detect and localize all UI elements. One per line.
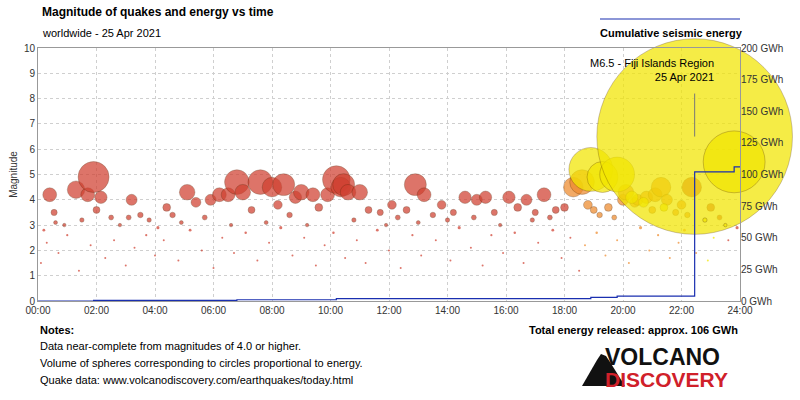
svg-text:75 GWh: 75 GWh [741,201,778,212]
svg-text:Magnitude of quakes and energy: Magnitude of quakes and energy vs time [42,5,274,19]
svg-text:2: 2 [29,245,35,256]
svg-text:Volume of spheres correspondin: Volume of spheres corresponding to circl… [40,357,363,369]
svg-text:18:00: 18:00 [552,305,577,316]
svg-text:worldwide - 25 Apr 2021: worldwide - 25 Apr 2021 [42,27,161,39]
svg-text:5: 5 [29,169,35,180]
svg-text:08:00: 08:00 [259,305,284,316]
svg-text:02:00: 02:00 [84,305,109,316]
svg-text:22:00: 22:00 [669,305,694,316]
svg-text:175 GWh: 175 GWh [741,74,783,85]
svg-text:06:00: 06:00 [201,305,226,316]
svg-text:M6.5 - Fiji Islands Region25 A: M6.5 - Fiji Islands Region25 Apr 2021 [590,57,714,83]
svg-text:VOLCANO: VOLCANO [605,344,720,370]
svg-text:25 GWh: 25 GWh [741,264,778,275]
svg-text:100 GWh: 100 GWh [741,169,783,180]
svg-text:1: 1 [29,270,35,281]
svg-text:3: 3 [29,220,35,231]
svg-text:10:00: 10:00 [318,305,343,316]
svg-text:9: 9 [29,68,35,79]
svg-text:04:00: 04:00 [142,305,167,316]
svg-text:20:00: 20:00 [610,305,635,316]
svg-text:8: 8 [29,93,35,104]
svg-text:4: 4 [29,194,35,205]
svg-text:00:00: 00:00 [25,305,50,316]
svg-text:Data near-complete from magnit: Data near-complete from magnitudes of 4.… [40,340,301,352]
svg-text:50 GWh: 50 GWh [741,232,778,243]
svg-text:14:00: 14:00 [435,305,460,316]
svg-text:Cumulative seismic energy: Cumulative seismic energy [600,27,743,39]
svg-text:7: 7 [29,118,35,129]
svg-text:0 GWh: 0 GWh [741,296,772,307]
svg-text:Notes:: Notes: [40,324,74,336]
svg-text:24:00: 24:00 [727,305,752,316]
svg-text:125 GWh: 125 GWh [741,137,783,148]
svg-text:150 GWh: 150 GWh [741,106,783,117]
svg-text:16:00: 16:00 [493,305,518,316]
svg-text:Total energy released: approx.: Total energy released: approx. 106 GWh [529,324,738,336]
svg-text:Magnitude: Magnitude [8,151,19,198]
svg-text:12:00: 12:00 [376,305,401,316]
svg-text:DISCOVERY: DISCOVERY [605,368,728,391]
svg-text:200 GWh: 200 GWh [741,43,783,54]
svg-text:Quake data: www.volcanodiscove: Quake data: www.volcanodiscovery.com/ear… [40,374,353,386]
svg-text:6: 6 [29,144,35,155]
svg-text:10: 10 [24,43,36,54]
svg-text:0: 0 [29,296,35,307]
